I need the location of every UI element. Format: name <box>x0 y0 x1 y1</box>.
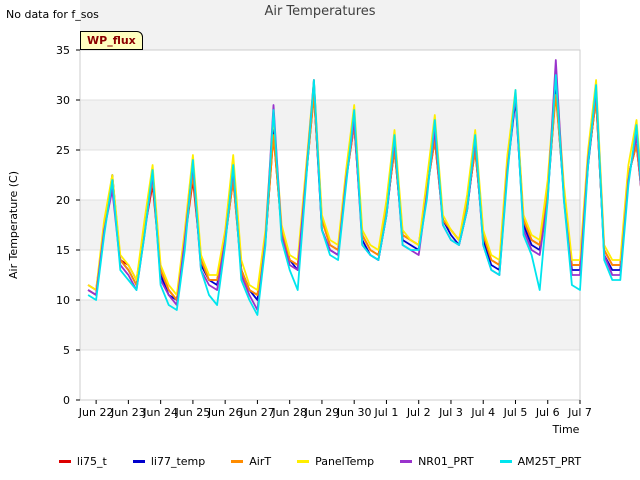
y-tick-label: 5 <box>63 344 70 357</box>
x-tick-label: Jun 27 <box>239 406 275 419</box>
y-tick-label: 20 <box>56 194 70 207</box>
plot-frame <box>79 49 581 401</box>
legend-swatch <box>499 459 512 463</box>
grid-band <box>80 200 580 250</box>
x-tick-label: Jun 29 <box>304 406 340 419</box>
x-tick-label: Jun 25 <box>175 406 211 419</box>
series-line-am25t-prt <box>87 74 640 316</box>
x-tick-label: Jun 24 <box>142 406 178 419</box>
grid-band <box>80 300 580 350</box>
legend-item: PanelTemp <box>297 452 374 470</box>
grid-bands <box>80 0 580 350</box>
y-axis-ticks: 0 5 10 15 20 25 30 35 <box>56 44 80 407</box>
legend-label: li77_temp <box>150 454 206 468</box>
legend-label: AirT <box>249 454 272 468</box>
legend-swatch <box>58 459 71 463</box>
legend-label: li75_t <box>76 454 107 468</box>
x-axis-label: Time <box>552 423 580 436</box>
legend-item: NR01_PRT <box>400 452 474 470</box>
x-tick-label: Jul 2 <box>406 406 431 419</box>
grid-band <box>80 0 580 50</box>
y-tick-label: 30 <box>56 94 70 107</box>
y-tick-label: 25 <box>56 144 70 157</box>
legend-label: AM25T_PRT <box>517 454 582 468</box>
y-tick-label: 15 <box>56 244 70 257</box>
x-tick-label: Jun 26 <box>207 406 243 419</box>
x-tick-label: Jun 22 <box>78 406 114 419</box>
y-axis-label: Air Temperature (C) <box>7 171 20 279</box>
x-tick-label: Jul 6 <box>535 406 560 419</box>
x-tick-label: Jun 30 <box>336 406 372 419</box>
series-lines <box>87 59 640 316</box>
y-tick-label: 0 <box>63 394 70 407</box>
legend-label: NR01_PRT <box>418 454 474 468</box>
no-data-note: No data for f_sos <box>6 8 99 21</box>
x-tick-label: Jul 7 <box>567 406 592 419</box>
legend-swatch <box>400 459 413 463</box>
x-tick-label: Jul 1 <box>374 406 399 419</box>
legend-item: li77_temp <box>132 452 206 470</box>
legend-swatch <box>132 459 145 463</box>
legend-label: PanelTemp <box>315 454 375 468</box>
x-tick-label: Jul 3 <box>438 406 463 419</box>
legend-item: AirT <box>231 452 271 470</box>
legend-swatch <box>231 459 244 463</box>
chart-title: Air Temperatures <box>264 4 376 19</box>
x-tick-label: Jun 23 <box>110 406 146 419</box>
y-tick-label: 10 <box>56 294 70 307</box>
site-badge: WP_flux <box>80 31 143 50</box>
x-tick-label: Jun 28 <box>271 406 307 419</box>
grid-band <box>80 100 580 150</box>
legend-item: AM25T_PRT <box>499 452 582 470</box>
legend: li75_t li77_temp AirT PanelTemp NR01_PRT AM25… <box>0 452 640 470</box>
legend-swatch <box>297 459 310 463</box>
y-tick-label: 35 <box>56 44 70 57</box>
legend-item: li75_t <box>58 452 107 470</box>
x-tick-label: Jul 5 <box>503 406 528 419</box>
x-tick-label: Jul 4 <box>470 406 495 419</box>
